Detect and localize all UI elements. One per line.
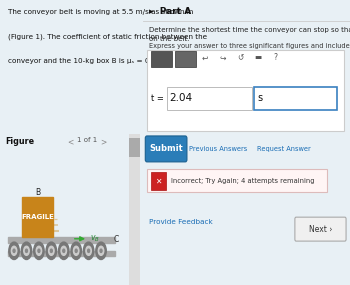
Text: Next ›: Next ›: [309, 225, 332, 234]
Text: Submit: Submit: [149, 144, 183, 153]
Circle shape: [98, 246, 104, 255]
Text: conveyor and the 10-kg box B is μₛ = 0.2.: conveyor and the 10-kg box B is μₛ = 0.2…: [8, 58, 159, 64]
Text: <: <: [67, 137, 73, 146]
Circle shape: [74, 246, 79, 255]
Circle shape: [34, 242, 44, 260]
Circle shape: [83, 242, 94, 260]
FancyBboxPatch shape: [145, 136, 187, 162]
Circle shape: [21, 242, 32, 260]
Circle shape: [24, 246, 29, 255]
FancyBboxPatch shape: [254, 87, 337, 110]
Circle shape: [38, 249, 40, 253]
Circle shape: [49, 246, 54, 255]
FancyBboxPatch shape: [147, 50, 344, 131]
Text: Express your answer to three significant figures and include the appropriate uni: Express your answer to three significant…: [149, 43, 350, 49]
Circle shape: [63, 249, 65, 253]
Text: ↺: ↺: [237, 53, 243, 62]
FancyBboxPatch shape: [295, 217, 346, 241]
Circle shape: [36, 246, 42, 255]
FancyBboxPatch shape: [175, 51, 196, 67]
FancyBboxPatch shape: [151, 172, 166, 190]
FancyBboxPatch shape: [167, 87, 252, 110]
Text: 1 of 1: 1 of 1: [77, 137, 97, 143]
Text: Incorrect; Try Again; 4 attempts remaining: Incorrect; Try Again; 4 attempts remaini…: [171, 178, 314, 184]
Circle shape: [100, 249, 102, 253]
Text: The conveyor belt is moving at 5.5 m/s as shown in: The conveyor belt is moving at 5.5 m/s a…: [8, 9, 194, 15]
Circle shape: [86, 246, 91, 255]
Text: Figure: Figure: [6, 137, 35, 146]
Bar: [129, 134, 140, 285]
Text: Previous Answers: Previous Answers: [189, 146, 248, 152]
Text: ▬: ▬: [254, 53, 261, 62]
Text: s: s: [258, 93, 263, 103]
Text: Determine the shortest time the conveyor can stop so that the box does not slip : Determine the shortest time the conveyor…: [149, 27, 350, 33]
Text: (Figure 1). The coefficient of static friction between the: (Figure 1). The coefficient of static fr…: [8, 34, 208, 40]
Circle shape: [11, 246, 17, 255]
Bar: [8, 251, 116, 256]
Text: ▸  Part A: ▸ Part A: [149, 7, 191, 16]
Circle shape: [75, 249, 77, 253]
Text: $v_B$: $v_B$: [90, 233, 100, 244]
Text: ↩: ↩: [202, 53, 208, 62]
FancyBboxPatch shape: [151, 51, 172, 67]
Text: C: C: [114, 235, 119, 244]
Circle shape: [58, 242, 69, 260]
Text: FRAGILE: FRAGILE: [21, 214, 54, 220]
Circle shape: [96, 242, 106, 260]
Text: on the belt.: on the belt.: [149, 36, 189, 42]
Text: Request Answer: Request Answer: [257, 146, 310, 152]
Text: ↪: ↪: [219, 53, 226, 62]
Circle shape: [50, 249, 52, 253]
Text: 2.04: 2.04: [170, 93, 193, 103]
FancyBboxPatch shape: [147, 169, 327, 192]
Text: Provide Feedback: Provide Feedback: [149, 219, 213, 225]
Circle shape: [26, 249, 28, 253]
Text: >: >: [100, 137, 107, 146]
Text: ✕: ✕: [155, 176, 162, 185]
Circle shape: [71, 242, 82, 260]
Circle shape: [88, 249, 90, 253]
Circle shape: [13, 249, 15, 253]
Bar: [8, 237, 116, 243]
Bar: [22, 197, 53, 237]
Text: t =: t =: [151, 94, 164, 103]
Circle shape: [61, 246, 66, 255]
Text: B: B: [35, 188, 40, 197]
Circle shape: [46, 242, 57, 260]
Circle shape: [9, 242, 19, 260]
Text: ?: ?: [273, 53, 278, 62]
Bar: [129, 139, 140, 156]
